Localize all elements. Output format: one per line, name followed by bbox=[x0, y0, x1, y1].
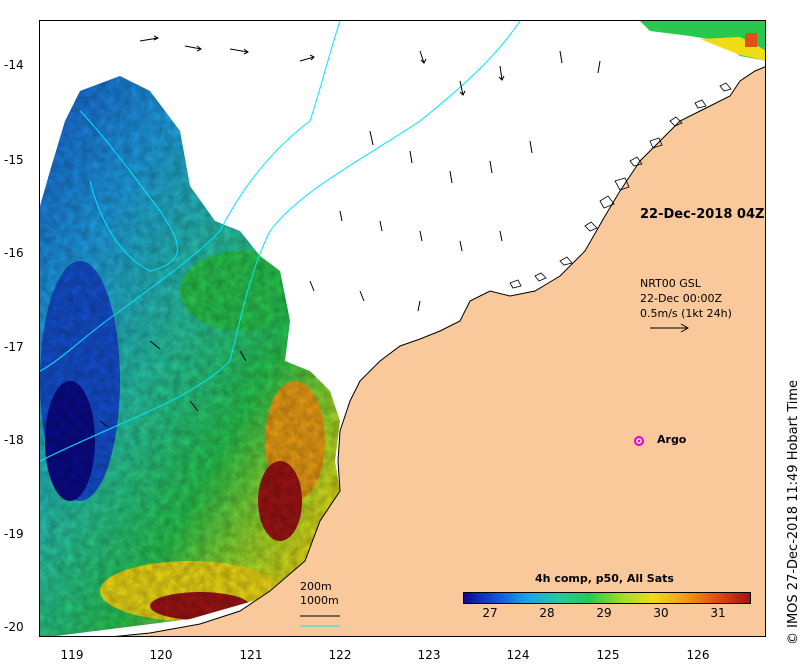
current-arrow-icon bbox=[529, 140, 533, 154]
x-tick: 119 bbox=[60, 648, 84, 662]
y-tick: -16 bbox=[4, 246, 24, 260]
current-arrow-icon bbox=[559, 50, 563, 64]
depth-legend-200m: 200m bbox=[300, 580, 332, 593]
current-info-source: NRT00 GSL bbox=[640, 277, 701, 290]
argo-float-icon[interactable] bbox=[634, 436, 644, 446]
current-arrow-icon bbox=[459, 240, 463, 252]
current-arrow-icon bbox=[379, 220, 383, 232]
current-arrow-icon bbox=[449, 170, 453, 184]
coastline-islands bbox=[509, 82, 732, 289]
x-tick: 121 bbox=[239, 648, 263, 662]
current-arrow-icon bbox=[239, 350, 247, 362]
y-tick: -18 bbox=[4, 433, 24, 447]
current-arrow-icon bbox=[99, 420, 109, 428]
colorbar bbox=[463, 592, 751, 604]
sst-patch-ne bbox=[640, 21, 765, 61]
current-arrow-icon bbox=[149, 340, 161, 350]
current-arrow-icon bbox=[459, 80, 466, 96]
y-tick: -14 bbox=[4, 58, 24, 72]
depth-legend-1000m: 1000m bbox=[300, 594, 339, 607]
current-arrow-icon bbox=[369, 130, 374, 146]
colorbar-tick: 29 bbox=[596, 606, 612, 620]
map-frame bbox=[39, 20, 766, 637]
current-arrow-icon bbox=[498, 65, 505, 81]
date-label: 22-Dec-2018 04Z bbox=[640, 207, 765, 222]
scale-arrow-icon bbox=[650, 323, 690, 333]
x-tick: 124 bbox=[506, 648, 530, 662]
y-tick: -15 bbox=[4, 153, 24, 167]
current-arrow-icon bbox=[299, 54, 315, 62]
current-arrow-icon bbox=[489, 160, 493, 174]
colorbar-tick: 30 bbox=[653, 606, 669, 620]
current-vectors bbox=[99, 35, 601, 428]
colorbar-tick: 28 bbox=[539, 606, 555, 620]
colorbar-tick: 27 bbox=[482, 606, 498, 620]
current-arrow-icon bbox=[309, 280, 315, 292]
current-arrow-icon bbox=[419, 50, 427, 64]
y-tick: -19 bbox=[4, 527, 24, 541]
current-arrow-icon bbox=[339, 210, 343, 222]
argo-label: Argo bbox=[657, 433, 687, 446]
current-arrow-icon bbox=[139, 35, 160, 42]
current-arrow-icon bbox=[184, 45, 202, 52]
current-info-scale: 0.5m/s (1kt 24h) bbox=[640, 307, 732, 320]
land-mass bbox=[114, 66, 765, 636]
current-arrow-icon bbox=[597, 60, 601, 74]
current-arrow-icon bbox=[359, 290, 365, 302]
current-arrow-icon bbox=[499, 230, 503, 242]
x-tick: 122 bbox=[328, 648, 352, 662]
y-tick: -17 bbox=[4, 340, 24, 354]
map-canvas[interactable] bbox=[40, 21, 766, 637]
current-arrow-icon bbox=[409, 150, 413, 164]
current-arrow-icon bbox=[229, 48, 249, 55]
x-tick: 126 bbox=[686, 648, 710, 662]
current-arrow-icon bbox=[419, 230, 423, 242]
x-tick: 125 bbox=[596, 648, 620, 662]
y-tick: -20 bbox=[4, 620, 24, 634]
colorbar-tick: 31 bbox=[710, 606, 726, 620]
current-arrow-icon bbox=[417, 300, 421, 312]
colorbar-title: 4h comp, p50, All Sats bbox=[535, 572, 674, 585]
x-tick: 120 bbox=[149, 648, 173, 662]
isobaths bbox=[40, 21, 521, 462]
x-tick: 123 bbox=[417, 648, 441, 662]
current-arrow-icon bbox=[189, 400, 199, 412]
credit-label: © IMOS 27-Dec-2018 11:49 Hobart Time bbox=[786, 379, 801, 645]
current-info-time: 22-Dec 00:00Z bbox=[640, 292, 722, 305]
